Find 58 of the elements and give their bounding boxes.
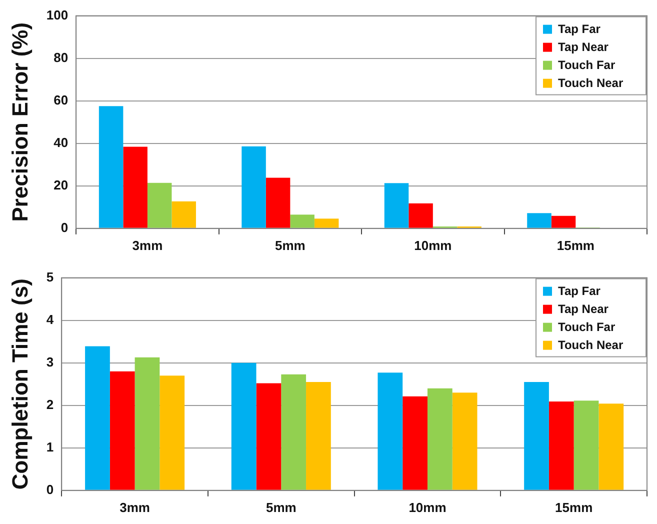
bar [134, 357, 160, 490]
bar [160, 376, 185, 490]
y-tick-label: 5 [46, 269, 54, 284]
bar [384, 183, 409, 228]
x-tick-label: 10mm [414, 238, 452, 253]
bar [231, 362, 256, 490]
x-tick-label: 3mm [120, 500, 150, 515]
bar [242, 146, 266, 228]
bar [290, 214, 314, 228]
bar [452, 392, 478, 490]
bar [548, 402, 574, 490]
y-tick-label: 3 [46, 354, 54, 370]
legend-label: Touch Far [558, 58, 616, 72]
legend-label: Touch Far [558, 320, 616, 334]
y-tick-label: 0 [46, 482, 54, 497]
legend-label: Tap Near [558, 40, 609, 54]
bar [527, 213, 552, 228]
x-tick-label: 3mm [132, 238, 163, 253]
bar [427, 388, 452, 490]
bar [256, 383, 282, 490]
bar [408, 203, 433, 228]
bar [281, 374, 306, 490]
y-axis-title: Precision Error (%) [7, 22, 32, 222]
bar [306, 382, 331, 490]
bar [574, 400, 599, 490]
bar [147, 182, 172, 228]
x-tick-label: 10mm [408, 500, 446, 515]
bar [524, 382, 549, 490]
x-tick-label: 15mm [556, 238, 594, 253]
legend-label: Tap Far [558, 22, 601, 36]
bar [98, 106, 124, 228]
bar [551, 216, 576, 228]
bar [378, 372, 403, 490]
y-tick-label: 100 [46, 7, 68, 22]
y-tick-label: 80 [54, 50, 68, 65]
bar [266, 178, 290, 228]
legend-label: Touch Near [558, 338, 624, 352]
legend-label: Touch Near [558, 76, 624, 90]
bar [172, 201, 196, 228]
y-tick-label: 2 [46, 396, 54, 412]
y-tick-label: 60 [54, 92, 68, 108]
x-tick-label: 15mm [555, 500, 593, 515]
y-tick-label: 1 [46, 439, 54, 454]
bar [110, 371, 135, 490]
legend-label: Tap Near [558, 302, 609, 316]
y-tick-label: 4 [46, 312, 54, 327]
bar [123, 146, 148, 228]
x-tick-label: 5mm [275, 238, 306, 253]
y-tick-label: 40 [54, 134, 68, 150]
bar [85, 346, 110, 490]
bar [402, 396, 428, 490]
bar [598, 404, 624, 490]
y-tick-label: 20 [54, 177, 68, 192]
bar [314, 218, 339, 228]
legend-label: Tap Far [558, 284, 601, 298]
y-tick-label: 0 [60, 220, 68, 235]
y-axis-title: Completion Time (s) [7, 278, 32, 490]
x-tick-label: 5mm [266, 500, 296, 515]
